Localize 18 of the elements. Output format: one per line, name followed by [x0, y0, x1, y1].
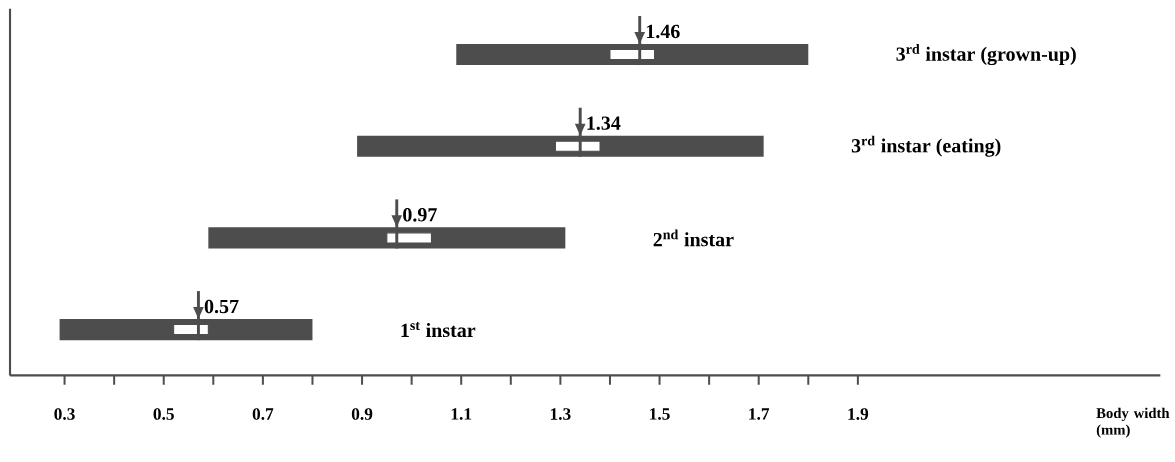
- data-label: 1.46: [646, 24, 680, 39]
- x-tick-label: 0.3: [54, 408, 75, 420]
- y-tick-label: 3$^{rd}$ instar (grown-up): [896, 43, 1076, 65]
- y-tick-label: 3$^{rd}$ instar (eating): [851, 135, 1001, 157]
- data-label: 1.34: [587, 116, 621, 130]
- x-tick-label: 1.5: [650, 408, 670, 420]
- x-tick-label: 1.9: [848, 408, 869, 420]
- x-tick-label: 0.7: [252, 408, 274, 420]
- x-tick-label: 0.9: [351, 408, 373, 420]
- y-tick-label: 2$^{nd}$ instar: [653, 229, 734, 247]
- x-tick-label: 1.1: [451, 408, 472, 420]
- x-tick-label: 0.5: [153, 408, 174, 420]
- y-tick-label: 1$^{st}$ instar: [401, 322, 476, 338]
- x-tick-label: 1.3: [550, 408, 571, 420]
- x-axis-title: Body width (mm): [1096, 407, 1170, 438]
- x-tick-label: 1.7: [749, 408, 770, 420]
- data-label: 0.97: [403, 207, 437, 222]
- data-label: 0.57: [204, 299, 239, 314]
